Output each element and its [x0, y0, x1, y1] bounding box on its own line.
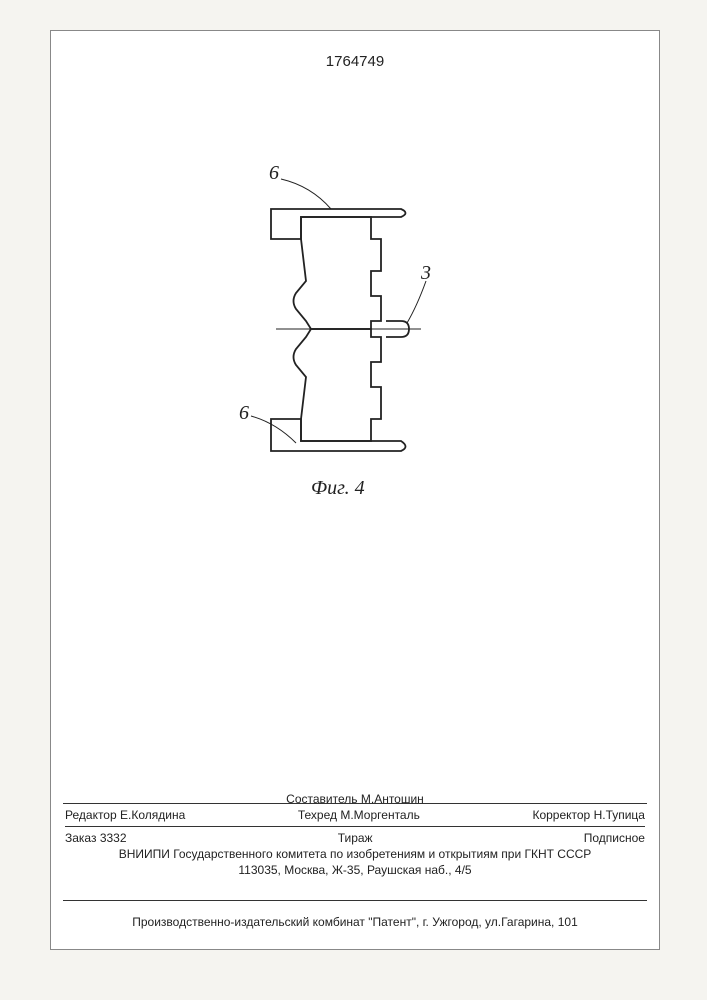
rule-mid	[65, 826, 645, 827]
order: Заказ 3332	[65, 831, 127, 845]
compiler-name: М.Антошин	[361, 792, 424, 806]
tirazh: Тираж	[338, 831, 373, 845]
subscription: Подписное	[584, 831, 645, 845]
figure-4: 6 3 6	[221, 161, 491, 481]
credits-block: Составитель М.Антошин Редактор Е.Колядин…	[65, 792, 645, 879]
institution-line1: ВНИИПИ Государственного комитета по изоб…	[65, 847, 645, 861]
callout-6-bottom: 6	[239, 402, 249, 424]
editorial-row: Редактор Е.Колядина Техред М.Моргенталь …	[65, 808, 645, 822]
callout-6-top: 6	[269, 162, 279, 184]
compiler-line: Составитель М.Антошин	[65, 792, 645, 806]
footer-block: Производственно-издательский комбинат "П…	[65, 915, 645, 929]
figure-label: Фиг. 4	[311, 477, 365, 500]
editor: Редактор Е.Колядина	[65, 808, 185, 822]
techred: Техред М.Моргенталь	[298, 808, 420, 822]
corrector: Корректор Н.Тупица	[532, 808, 645, 822]
callout-3: 3	[420, 262, 431, 284]
page: 1764749 6 3 6	[50, 30, 660, 950]
footer-text: Производственно-издательский комбинат "П…	[132, 915, 578, 929]
institution-line2: 113035, Москва, Ж-35, Раушская наб., 4/5	[65, 863, 645, 877]
document-number: 1764749	[51, 53, 659, 70]
compiler-label: Составитель	[286, 792, 357, 806]
order-row: Заказ 3332 Тираж Подписное	[65, 831, 645, 845]
rule-bottom	[63, 900, 647, 901]
